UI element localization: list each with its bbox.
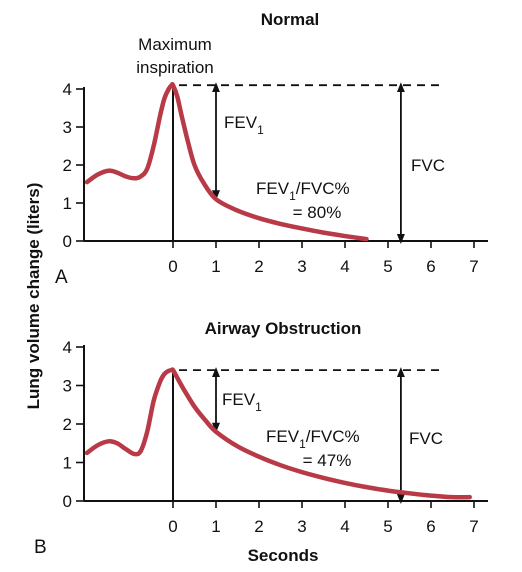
x-tick-label: 3 <box>297 517 306 536</box>
x-tick-label: 0 <box>168 517 177 536</box>
panel-obstruction-ratio-main: FEV <box>266 427 300 446</box>
panel-obstruction-x-ticks: 0 1 2 3 4 5 6 7 <box>168 501 479 536</box>
peak-label-line1: Maximum <box>138 35 212 54</box>
panel-obstruction-ratio-tail: /FVC% <box>306 427 360 446</box>
panel-obstruction-fev1-sub: 1 <box>255 400 262 414</box>
panel-obstruction-fvc-label: FVC <box>409 429 443 448</box>
panel-normal-fev1-sub: 1 <box>257 123 264 137</box>
y-tick-label: 0 <box>63 232 72 251</box>
panel-obstruction-fev1-main: FEV <box>222 390 256 409</box>
x-tick-label: 2 <box>254 257 263 276</box>
panel-obstruction-ratio-value: = 47% <box>303 451 352 470</box>
x-tick-label: 3 <box>297 257 306 276</box>
x-tick-label: 2 <box>254 517 263 536</box>
panel-obstruction-letter: B <box>34 537 47 558</box>
peak-label-line2: inspiration <box>136 58 214 77</box>
panel-normal-curve <box>84 81 369 242</box>
panel-normal-ratio-sub: 1 <box>289 189 296 203</box>
panel-normal-x-ticks: 0 1 2 3 4 5 6 7 <box>168 241 479 276</box>
panel-airway-obstruction: Airway Obstruction B FEV1 FEV1/FVC% = 47… <box>34 319 488 558</box>
x-tick-label: 5 <box>383 517 392 536</box>
x-tick-label: 0 <box>168 257 177 276</box>
panel-obstruction-ratio-sub: 1 <box>299 437 306 451</box>
panel-obstruction-y-ticks: 0 1 2 3 4 <box>63 338 84 511</box>
x-tick-label: 1 <box>211 257 220 276</box>
y-tick-label: 3 <box>63 377 72 396</box>
x-tick-label: 7 <box>469 257 478 276</box>
panel-normal-title: Normal <box>261 10 320 29</box>
y-tick-label: 0 <box>63 492 72 511</box>
x-tick-label: 4 <box>340 257 349 276</box>
x-tick-label: 6 <box>426 257 435 276</box>
panel-normal: Normal A Maximum inspiration FEV1 FEV1/F… <box>55 10 488 288</box>
x-tick-label: 5 <box>383 257 392 276</box>
panel-normal-letter: A <box>55 267 68 288</box>
panel-normal-ratio-main: FEV <box>256 179 290 198</box>
y-tick-label: 1 <box>63 194 72 213</box>
panel-obstruction-fev1-label: FEV1 <box>222 390 262 414</box>
y-tick-label: 3 <box>63 118 72 137</box>
y-tick-label: 2 <box>63 415 72 434</box>
x-tick-label: 4 <box>340 517 349 536</box>
y-axis-title: Lung volume change (liters) <box>24 183 43 410</box>
x-tick-label: 6 <box>426 517 435 536</box>
x-tick-label: 7 <box>469 517 478 536</box>
panel-obstruction-curve <box>84 367 472 500</box>
panel-normal-fvc-label: FVC <box>411 156 445 175</box>
y-tick-label: 4 <box>63 80 72 99</box>
panel-normal-ratio-value: = 80% <box>293 203 342 222</box>
y-tick-label: 4 <box>63 338 72 357</box>
panel-normal-ratio-label: FEV1/FVC% <box>256 179 350 203</box>
panel-obstruction-ratio-label: FEV1/FVC% <box>266 427 360 451</box>
panel-normal-ratio-tail: /FVC% <box>296 179 350 198</box>
panel-obstruction-title: Airway Obstruction <box>205 319 362 338</box>
y-tick-label: 2 <box>63 156 72 175</box>
x-axis-title: Seconds <box>248 546 319 565</box>
x-tick-label: 1 <box>211 517 220 536</box>
y-tick-label: 1 <box>63 454 72 473</box>
panel-normal-fev1-label: FEV1 <box>224 113 264 137</box>
panel-normal-fev1-main: FEV <box>224 113 258 132</box>
panel-normal-y-ticks: 0 1 2 3 4 <box>63 80 84 251</box>
